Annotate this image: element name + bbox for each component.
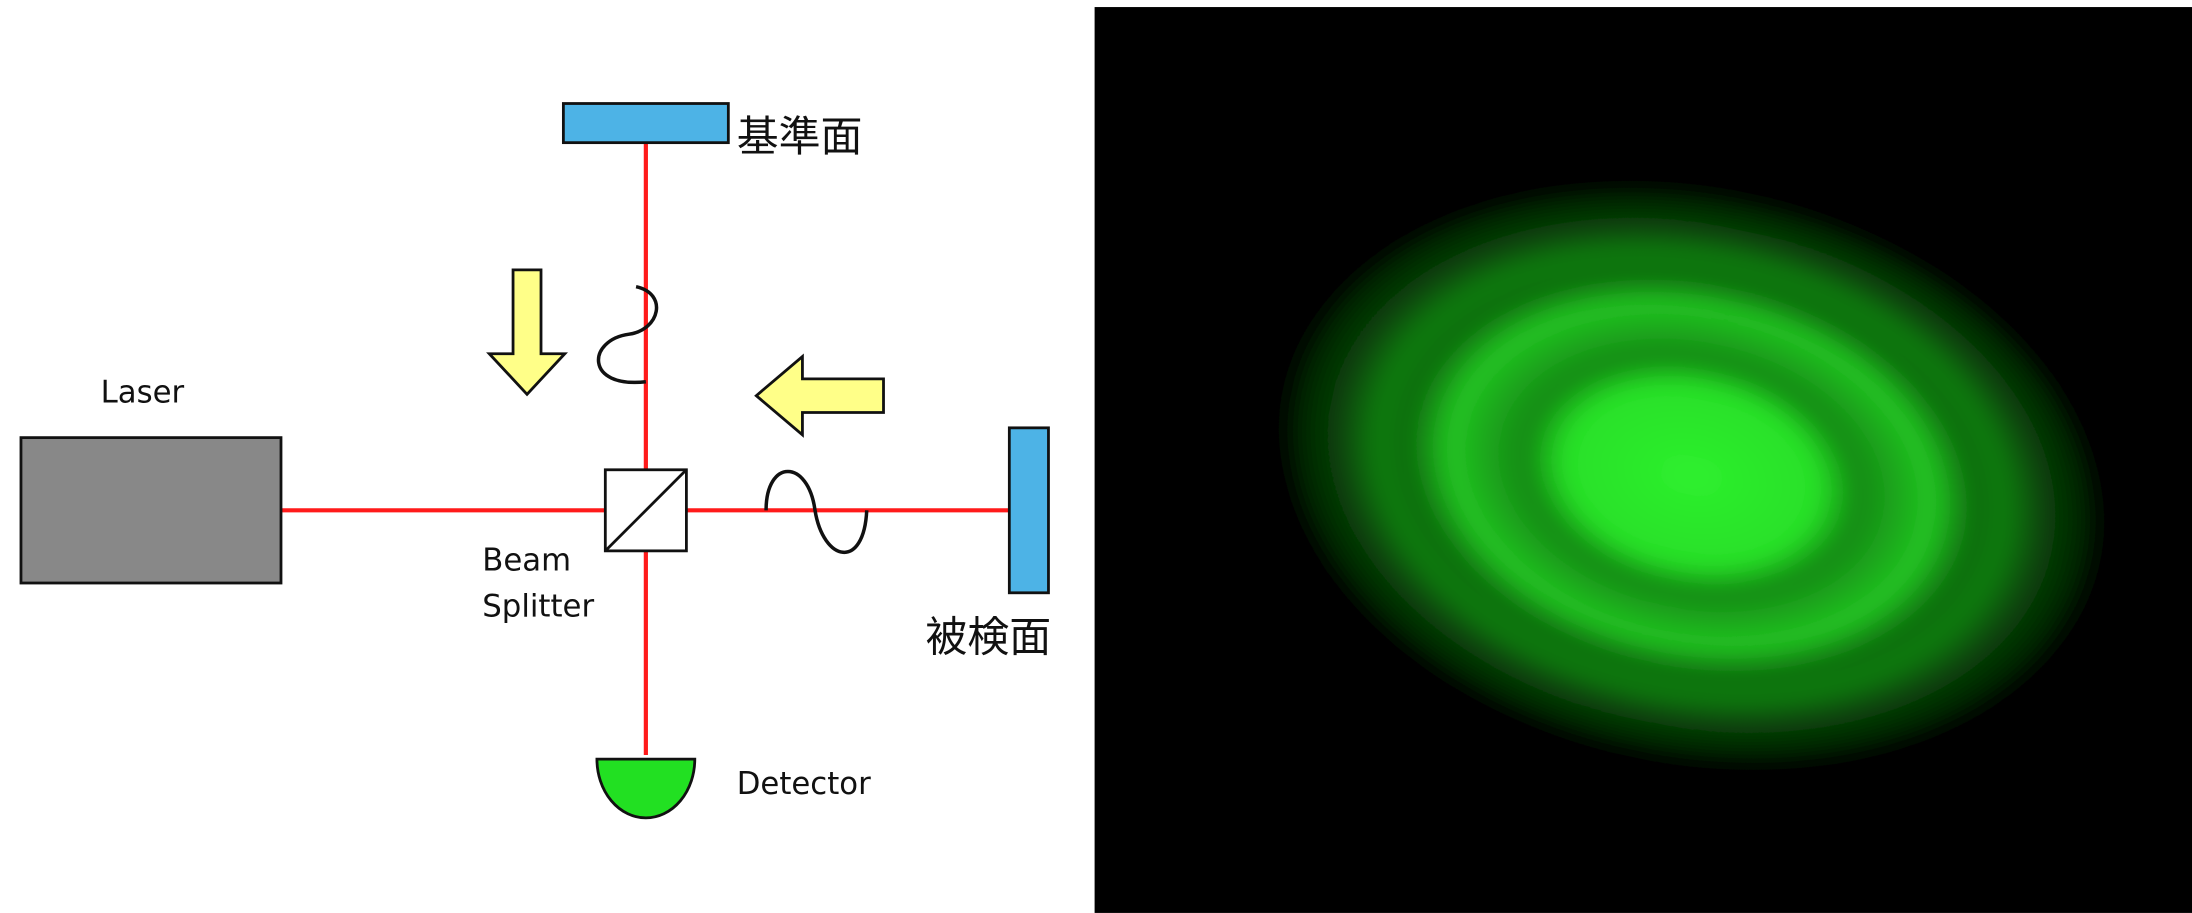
- test-label: 被検面: [925, 613, 1051, 662]
- detector: [597, 759, 695, 818]
- arrow-left: [756, 357, 883, 435]
- reference-label: 基準面: [737, 112, 863, 161]
- detector-label: Detector: [737, 766, 871, 802]
- beam-splitter-label: Splitter: [482, 589, 594, 625]
- beam-splitter-label: Beam: [482, 542, 571, 578]
- figure: 基準面 Laser Beam Splitter 被検面 Detector: [0, 0, 2192, 913]
- laser-label: Laser: [101, 375, 185, 411]
- reference-mirror: [563, 104, 728, 143]
- test-mirror: [1009, 428, 1048, 593]
- page: {"labels": {"reference_surface": "基準面", …: [0, 0, 2192, 913]
- arrow-down: [489, 270, 564, 394]
- laser-box: [21, 438, 281, 583]
